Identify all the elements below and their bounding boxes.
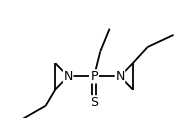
Text: N: N: [115, 70, 125, 83]
Text: P: P: [90, 70, 98, 83]
Text: S: S: [90, 96, 98, 109]
Text: N: N: [63, 70, 73, 83]
